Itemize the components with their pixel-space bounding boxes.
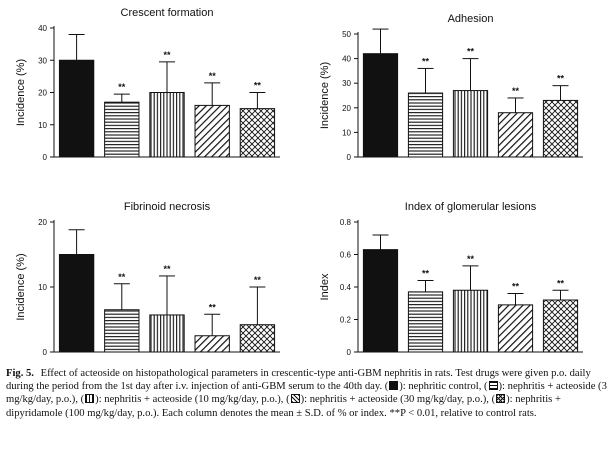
bar bbox=[149, 92, 185, 158]
bar bbox=[497, 304, 534, 353]
y-tick-label: 40 bbox=[342, 55, 351, 64]
legend-swatch-horizontal-icon bbox=[488, 381, 498, 391]
y-tick-label: 0 bbox=[347, 153, 352, 162]
y-axis-label: Incidence (%) bbox=[319, 62, 331, 129]
bar bbox=[104, 309, 140, 353]
y-tick-label: 50 bbox=[342, 30, 351, 39]
bar bbox=[407, 291, 444, 353]
bar bbox=[58, 59, 95, 158]
bar bbox=[497, 112, 534, 158]
y-axis-label: Incidence (%) bbox=[15, 59, 27, 126]
significance-label: ** bbox=[163, 50, 171, 60]
figure-svg: Crescent formation Incidence (%) 0 10 20 30 40… bbox=[15, 7, 583, 357]
bar bbox=[362, 53, 399, 158]
bar bbox=[407, 92, 444, 158]
bar bbox=[194, 104, 230, 158]
significance-label: ** bbox=[422, 56, 430, 66]
significance-label: ** bbox=[254, 81, 262, 91]
significance-label: ** bbox=[118, 82, 126, 92]
y-tick-label: 30 bbox=[38, 56, 47, 65]
caption-text-3: ): nephritis + acteoside (3 mg/kg/day, p… bbox=[6, 381, 607, 406]
y-tick-label: 20 bbox=[342, 104, 351, 113]
bar bbox=[149, 314, 185, 353]
chart-title: Adhesion bbox=[448, 13, 494, 25]
significance-label: ** bbox=[467, 47, 475, 57]
significance-label: ** bbox=[467, 254, 475, 264]
y-tick-label: 0 bbox=[43, 348, 48, 357]
y-tick-label: 20 bbox=[38, 218, 47, 227]
figure-panel: Crescent formation Incidence (%) 0 10 20 30 40… bbox=[15, 7, 583, 357]
y-axis-label: Incidence (%) bbox=[15, 253, 27, 320]
significance-label: ** bbox=[254, 275, 262, 285]
caption-text-2: ): nephritic control, ( bbox=[399, 381, 488, 393]
caption-text-1: Effect of acteoside on histopathological… bbox=[6, 368, 591, 393]
caption-text-4: ): nephritis + acteoside (10 mg/kg/day, … bbox=[95, 394, 290, 406]
significance-label: ** bbox=[557, 278, 565, 288]
significance-label: ** bbox=[209, 71, 217, 81]
chart-panel-2: Adhesion Incidence (%) 0 10 20 30 40 50 ** ** ** ** bbox=[319, 13, 583, 162]
chart-panel-3: Fibrinoid necrosis Incidence (%) 0 10 20 ** **… bbox=[15, 201, 280, 357]
y-tick-label: 10 bbox=[38, 121, 47, 130]
bar bbox=[542, 299, 579, 353]
legend-swatch-diagonal-icon bbox=[290, 394, 300, 404]
caption-text-5: ): nephritis + acteoside (30 mg/kg/day, … bbox=[300, 394, 496, 406]
significance-label: ** bbox=[512, 86, 520, 96]
y-tick-label: 10 bbox=[342, 128, 351, 137]
y-tick-label: 0 bbox=[347, 348, 352, 357]
y-tick-label: 0.2 bbox=[340, 316, 352, 325]
y-tick-label: 40 bbox=[38, 24, 47, 33]
bar bbox=[239, 108, 276, 158]
significance-label: ** bbox=[209, 302, 217, 312]
bar bbox=[362, 249, 399, 353]
legend-swatch-crosshatch-icon bbox=[496, 394, 506, 404]
bar bbox=[239, 324, 276, 353]
bar bbox=[194, 335, 230, 353]
significance-label: ** bbox=[163, 264, 171, 274]
legend-swatch-solid-icon bbox=[389, 381, 399, 391]
y-tick-label: 30 bbox=[342, 79, 351, 88]
chart-title: Index of glomerular lesions bbox=[405, 201, 537, 213]
y-tick-label: 0.6 bbox=[340, 251, 352, 260]
y-tick-label: 0 bbox=[43, 153, 48, 162]
significance-label: ** bbox=[557, 74, 565, 84]
y-tick-label: 0.4 bbox=[340, 283, 352, 292]
legend-swatch-vertical-icon bbox=[85, 394, 95, 404]
y-tick-label: 10 bbox=[38, 283, 47, 292]
chart-panel-4: Index of glomerular lesions Index 0 0.2 0.4 0… bbox=[319, 201, 583, 357]
bar bbox=[452, 289, 489, 353]
chart-title: Crescent formation bbox=[121, 7, 214, 19]
bar bbox=[104, 101, 140, 158]
chart-panel-1: Crescent formation Incidence (%) 0 10 20 30 40… bbox=[15, 7, 280, 162]
significance-label: ** bbox=[422, 269, 430, 279]
chart-title: Fibrinoid necrosis bbox=[124, 201, 211, 213]
caption-text-6: ): nephritis + dipyridamole (100 mg/kg/d… bbox=[6, 394, 561, 419]
caption-figure-label: Fig. 5. bbox=[6, 368, 34, 379]
bar bbox=[542, 99, 579, 158]
significance-label: ** bbox=[118, 272, 126, 282]
significance-label: ** bbox=[512, 282, 520, 292]
y-tick-label: 0.8 bbox=[340, 218, 352, 227]
bar bbox=[452, 90, 489, 158]
figure-caption: Fig. 5. Effect of acteoside on histopath… bbox=[6, 367, 610, 420]
y-tick-label: 20 bbox=[38, 89, 47, 98]
y-axis-label: Index bbox=[319, 273, 331, 300]
bar bbox=[58, 254, 95, 353]
